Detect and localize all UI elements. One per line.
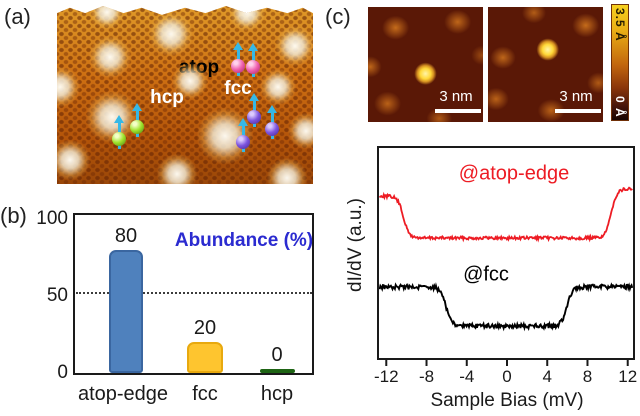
bar-hcp xyxy=(259,369,295,373)
x-tick-label: -8 xyxy=(418,367,435,386)
adatom-sphere-fcc xyxy=(236,135,250,149)
moire-bump xyxy=(288,113,313,149)
bar-fcc xyxy=(187,342,223,373)
x-axis-title: Sample Bias (mV) xyxy=(430,390,584,411)
panel-a-label: (a) xyxy=(4,4,31,29)
scale-bar xyxy=(555,109,601,113)
colorbar-min-label: 0 Å xyxy=(613,96,627,118)
didv-curve-fcc xyxy=(378,282,634,332)
x-tick-label: 4 xyxy=(542,367,552,386)
spin-arrow-head xyxy=(132,103,142,111)
adatom-sphere-hcp xyxy=(130,120,144,134)
category-label-fcc: fcc xyxy=(192,383,218,405)
x-tick-label: -4 xyxy=(459,367,475,386)
moire-bump xyxy=(89,36,131,78)
bar-value-label: 80 xyxy=(114,224,138,247)
moire-bump xyxy=(149,12,193,56)
spin-arrow-head xyxy=(248,43,258,51)
moire-surface-image: atop hcp fcc xyxy=(57,6,313,184)
category-label-hcp: hcp xyxy=(260,383,294,405)
moire-bump xyxy=(229,6,265,31)
site-label-fcc: fcc xyxy=(224,78,252,99)
moire-bump xyxy=(275,26,313,66)
scale-bar-label: 3 nm xyxy=(559,88,593,105)
didv-plot xyxy=(377,146,635,366)
bar-value-label: 20 xyxy=(193,317,217,340)
reference-line-50 xyxy=(76,292,312,294)
colorbar-max-label: 3.5 Å xyxy=(613,8,627,42)
moire-bump xyxy=(90,6,124,29)
stm-image-right: 3 nm xyxy=(488,7,603,122)
panel-c-label: (c) xyxy=(325,4,351,29)
spin-arrow-head xyxy=(114,115,124,123)
adatom-sphere-atop xyxy=(246,60,260,74)
scale-bar-label: 3 nm xyxy=(439,88,473,105)
adatom-sphere-hcp xyxy=(112,132,126,146)
height-colorbar: 3.5 Å 0 Å xyxy=(611,4,629,121)
y-tick-label: 50 xyxy=(46,285,68,306)
panel-b-label: (b) xyxy=(0,203,27,228)
x-tick-label: -12 xyxy=(373,367,399,386)
plot-frame xyxy=(377,146,635,360)
x-tick-label: 0 xyxy=(502,367,512,386)
series-label-atop-edge: @atop-edge xyxy=(458,162,570,185)
x-tick-label: 12 xyxy=(618,367,638,386)
series-label-fcc: @fcc xyxy=(463,263,509,286)
moire-bump xyxy=(157,154,197,184)
moire-bump xyxy=(267,158,307,184)
scale-bar xyxy=(435,109,481,113)
spin-arrow-head xyxy=(238,118,248,126)
spin-arrow-head xyxy=(249,93,259,101)
x-tick-label: 8 xyxy=(582,367,593,386)
y-tick-label: 100 xyxy=(36,208,68,229)
adatom-sphere-fcc xyxy=(247,110,261,124)
y-tick-label: 0 xyxy=(57,362,68,383)
moire-bump xyxy=(57,67,80,107)
chart-title-abundance: Abundance (%) xyxy=(174,230,314,251)
spin-arrow-head xyxy=(267,105,277,113)
moire-bump xyxy=(172,63,208,99)
moire-bump xyxy=(86,91,138,143)
moire-bump xyxy=(260,69,296,105)
y-axis-title: dI/dV (a.u.) xyxy=(345,198,366,292)
adatom-sphere-fcc xyxy=(265,122,279,136)
adatom-sphere-atop xyxy=(231,59,245,73)
bar-value-label: 0 xyxy=(271,344,283,366)
didv-curve-atop-edge xyxy=(378,186,633,243)
bar-atop-edge xyxy=(109,249,143,373)
moire-bump xyxy=(57,140,90,180)
category-label-atop-edge: atop-edge xyxy=(77,383,169,405)
spin-arrow-head xyxy=(233,42,243,50)
stm-image-left: 3 nm xyxy=(368,7,483,122)
